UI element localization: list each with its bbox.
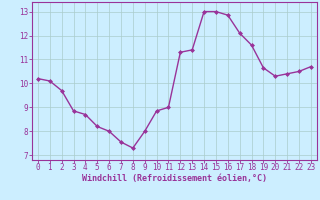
X-axis label: Windchill (Refroidissement éolien,°C): Windchill (Refroidissement éolien,°C): [82, 174, 267, 183]
